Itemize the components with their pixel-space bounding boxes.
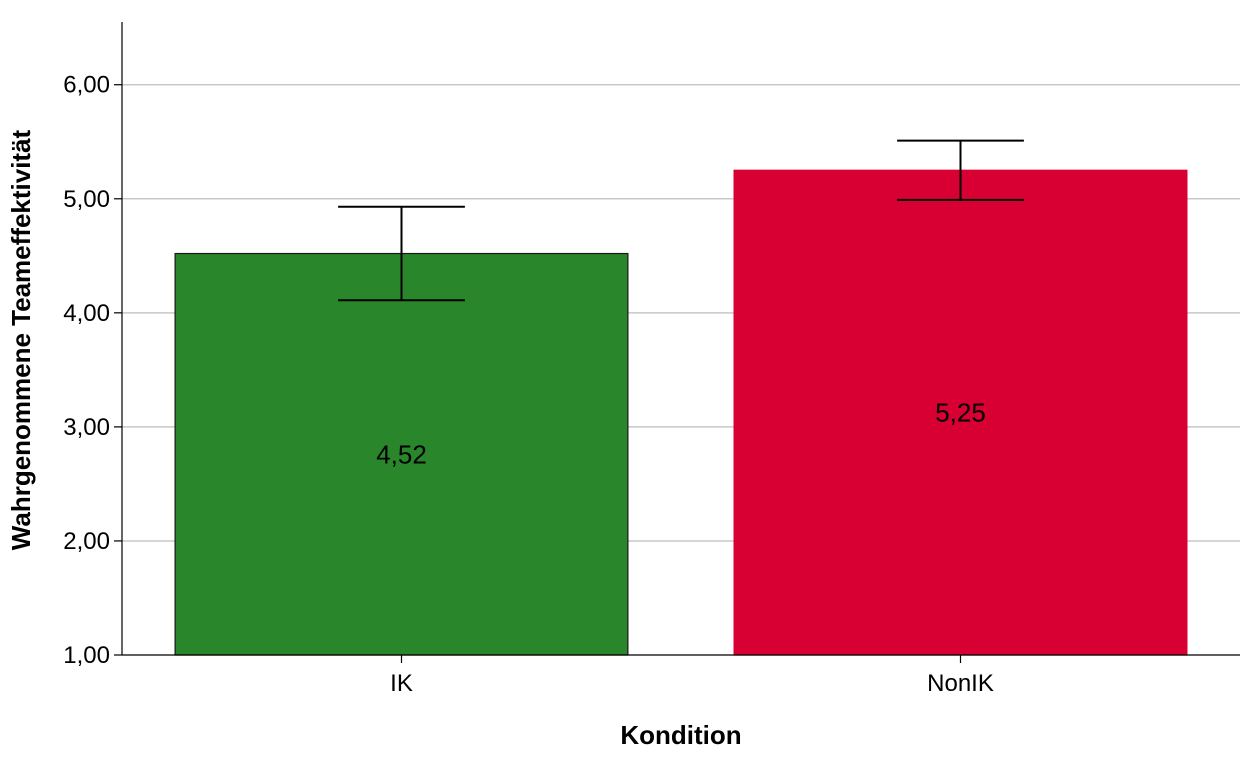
y-tick-label: 2,00 (63, 528, 110, 555)
x-tick-label: NonIK (927, 670, 994, 697)
bars (174, 169, 1188, 656)
y-tick-label: 6,00 (63, 72, 110, 99)
bar-value-label: 5,25 (935, 398, 986, 428)
error-bars (338, 139, 1024, 302)
y-tick-label: 3,00 (63, 414, 110, 441)
y-tick-label: 1,00 (63, 642, 110, 669)
labels: 1,00 2,00 3,00 4,00 5,00 6,00 4,52 IK 5,25 NonIK (63, 72, 994, 697)
bar-nonik (733, 169, 1188, 656)
bar-value-label: 4,52 (376, 439, 427, 469)
y-axis-title: Wahrgenommene Teameffektivität (6, 129, 36, 550)
x-tick-label: IK (390, 670, 413, 697)
x-axis-title: Kondition (620, 720, 741, 750)
axes (114, 22, 1240, 663)
bar-ik (174, 252, 629, 656)
y-tick-label: 5,00 (63, 186, 110, 213)
y-tick-label: 4,00 (63, 300, 110, 327)
